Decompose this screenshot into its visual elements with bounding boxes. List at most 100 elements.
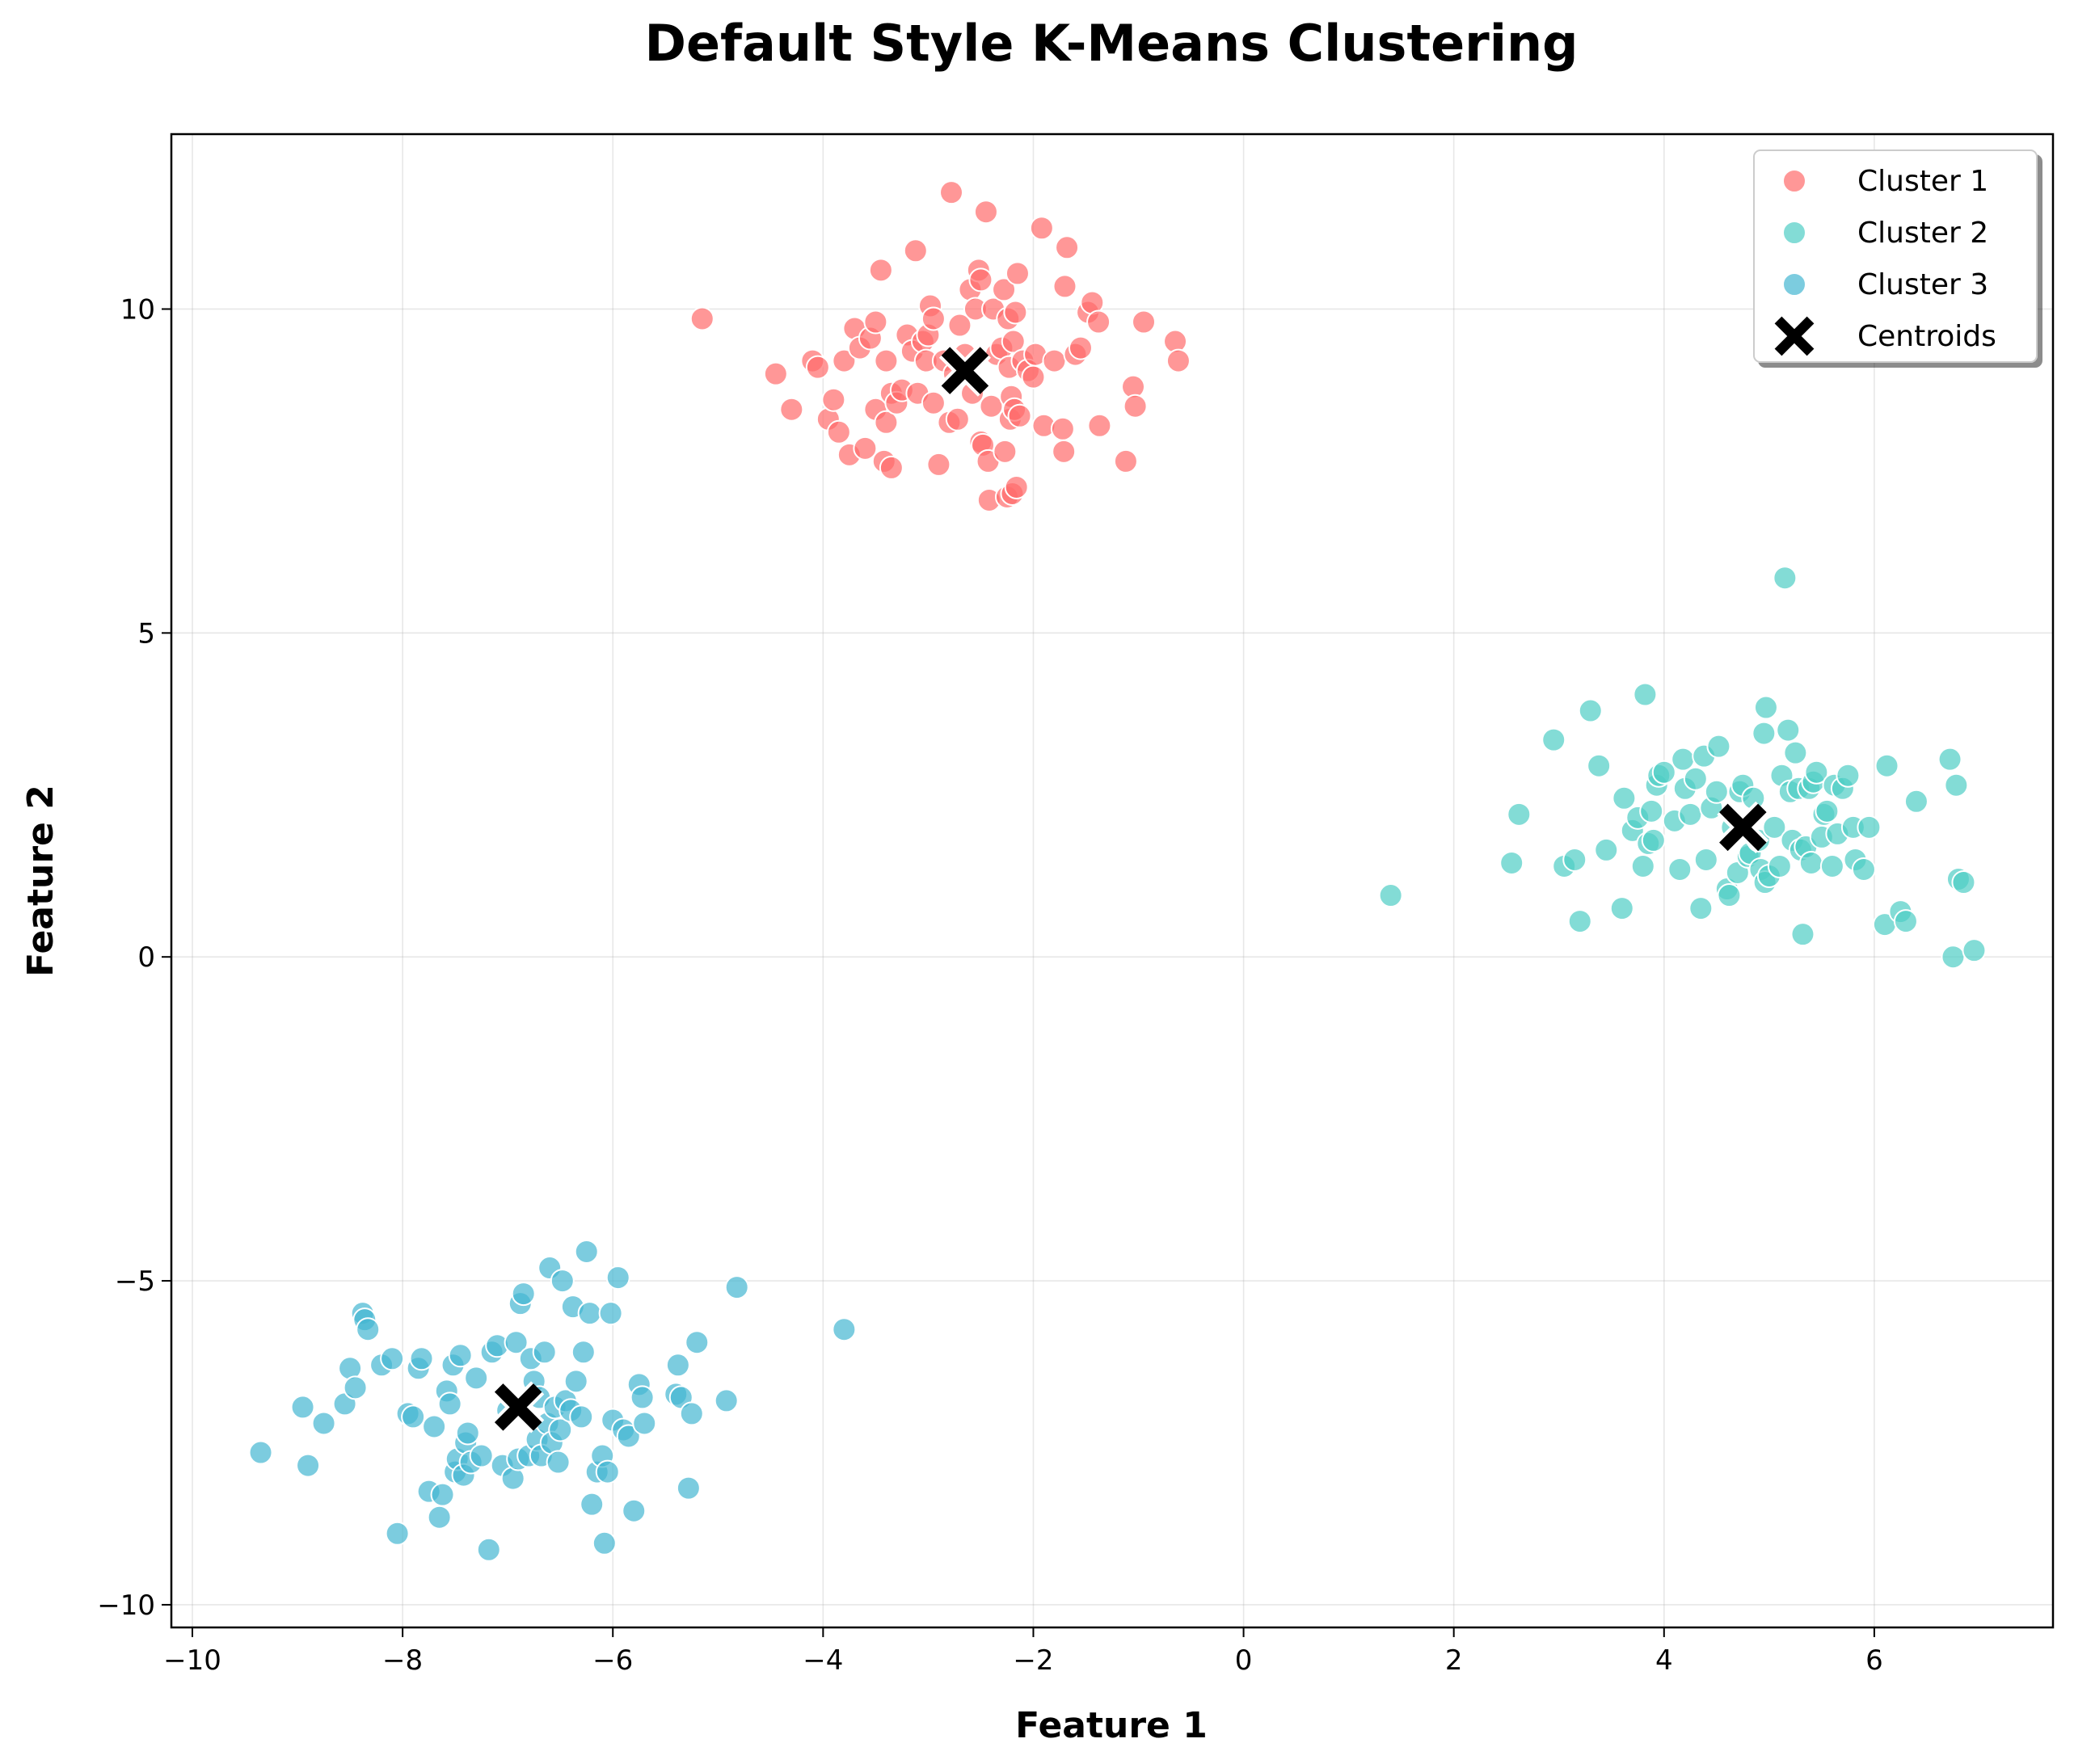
cluster-1-point <box>939 180 964 205</box>
cluster-3-point <box>665 1353 690 1378</box>
y-tick-label: −5 <box>115 1265 155 1298</box>
centroid-marker <box>494 1383 542 1431</box>
cluster-3-point <box>448 1343 473 1368</box>
cluster-2-point <box>1630 853 1655 878</box>
cluster-3-point <box>504 1330 529 1355</box>
cluster-2-point <box>1378 883 1403 908</box>
cluster-2-point <box>1693 847 1718 872</box>
y-tick-label: 10 <box>120 293 155 326</box>
cluster-1-point <box>874 348 899 373</box>
cluster-2-point <box>1753 695 1778 720</box>
cluster-3-point <box>595 1459 620 1484</box>
cluster-1-point <box>832 348 857 373</box>
cluster-1-point <box>1113 448 1138 474</box>
cluster-3-point <box>569 1404 594 1429</box>
cluster-3-point <box>437 1391 462 1417</box>
centroid-markers <box>492 344 1769 1434</box>
cluster-2-point <box>1903 789 1929 814</box>
cluster-1-point <box>968 267 993 293</box>
cluster-3-point <box>343 1375 368 1400</box>
cluster-3-point <box>685 1330 710 1355</box>
cluster-1-point <box>945 406 970 432</box>
cluster-2-point <box>1962 938 1987 963</box>
cluster-3-point <box>679 1401 704 1426</box>
cluster-3-point <box>464 1366 489 1391</box>
cluster-3-point <box>409 1346 434 1371</box>
cluster-2-point <box>1641 827 1666 853</box>
cluster-3-point <box>574 1239 599 1264</box>
cluster-1-point <box>868 258 893 283</box>
x-tick-label: 0 <box>1235 1644 1253 1677</box>
cluster-3-point <box>385 1521 410 1546</box>
cluster-1-point <box>903 238 928 263</box>
cluster-2-point <box>1639 798 1664 823</box>
cluster-1-point <box>1123 394 1148 419</box>
cluster-2-point <box>1633 682 1658 707</box>
cluster-2-point <box>1667 857 1693 882</box>
cluster-1-point <box>1055 235 1080 260</box>
cluster-2-point <box>1651 760 1676 785</box>
cluster-1-point <box>1021 364 1046 389</box>
cluster-2-point <box>1804 760 1829 785</box>
data-points <box>248 180 1987 1562</box>
grid-lines <box>171 134 2053 1627</box>
cluster-3-point <box>714 1388 739 1413</box>
cluster-3-point <box>592 1530 617 1556</box>
cluster-1-point <box>874 410 899 435</box>
cluster-2-point <box>1944 773 1969 798</box>
cluster-1-point <box>973 200 998 225</box>
cluster-3-point <box>430 1482 455 1507</box>
x-axis-label: Feature 1 <box>1015 1705 1208 1746</box>
x-tick-label: −4 <box>803 1644 843 1677</box>
cluster-1-point <box>1068 335 1093 360</box>
cluster-3-point <box>296 1453 321 1478</box>
cluster-3-point <box>356 1317 381 1342</box>
cluster-2-point <box>1762 815 1787 840</box>
axis-ticks: −10 −8 −6 −4 −2 0 2 4 6 −10 −5 0 5 10 <box>97 293 1882 1677</box>
cluster-3-point <box>380 1346 405 1371</box>
x-tick-label: −10 <box>163 1644 221 1677</box>
cluster-2-point <box>1578 698 1603 723</box>
cluster-1-point <box>1052 274 1077 299</box>
cluster-2-point <box>1678 802 1703 827</box>
cluster-1-point <box>805 355 830 380</box>
cluster-2-point <box>1567 909 1592 934</box>
y-tick-label: 5 <box>137 617 155 650</box>
y-axis-label: Feature 2 <box>20 785 61 977</box>
cluster-3-point <box>427 1505 452 1530</box>
cluster-1-point <box>763 361 788 386</box>
y-tick-label: −10 <box>97 1589 155 1622</box>
cluster-2-point <box>1671 747 1696 772</box>
cluster-1-point <box>1001 329 1026 354</box>
legend-marker <box>1782 272 1806 297</box>
legend-centroid-marker <box>1774 316 1815 356</box>
cluster-2-point <box>1937 747 1962 772</box>
cluster-1-point <box>979 394 1004 419</box>
cluster-1-point <box>1007 403 1032 428</box>
y-tick-label: 0 <box>137 941 155 974</box>
cluster-1-point <box>1087 413 1112 438</box>
cluster-1-point <box>853 436 878 461</box>
cluster-1-point <box>1052 439 1077 464</box>
cluster-2-point <box>1706 734 1731 759</box>
cluster-3-point <box>577 1301 602 1326</box>
cluster-2-point <box>1767 853 1792 878</box>
cluster-1-point <box>992 277 1017 302</box>
x-tick-label: −6 <box>592 1644 633 1677</box>
cluster-2-point <box>1790 922 1815 947</box>
cluster-2-point <box>1941 945 1966 970</box>
cluster-3-point <box>248 1440 273 1465</box>
cluster-2-point <box>1836 763 1861 788</box>
cluster-2-point <box>1773 566 1798 591</box>
legend-marker <box>1782 169 1806 193</box>
cluster-3-point <box>532 1340 557 1365</box>
cluster-2-point <box>1752 721 1777 746</box>
cluster-1-point <box>1003 300 1028 325</box>
cluster-2-point <box>1857 815 1882 840</box>
cluster-2-point <box>1704 779 1729 804</box>
cluster-3-point <box>290 1395 315 1420</box>
cluster-1-point <box>1005 261 1030 286</box>
cluster-2-point <box>1951 870 1976 895</box>
centroid-marker <box>941 347 989 394</box>
x-tick-label: −8 <box>382 1644 423 1677</box>
